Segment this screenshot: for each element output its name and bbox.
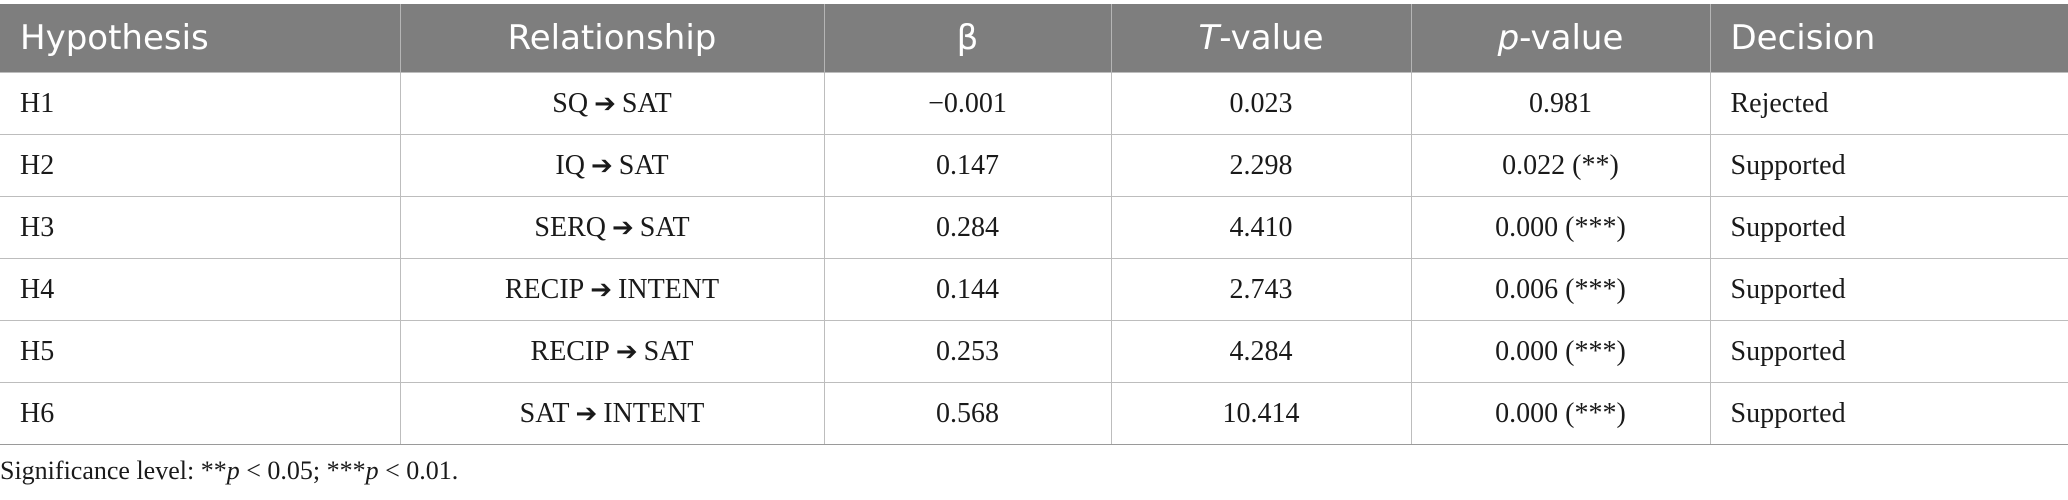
relationship-from: IQ	[555, 149, 585, 181]
cell-decision: Supported	[1709, 196, 2068, 259]
header-relationship: Relationship	[400, 4, 825, 73]
table-body: H1 SQ ➔ SAT −0.001 0.023 0.981 Rejected H2 IQ ➔ SAT…	[0, 72, 2068, 445]
cell-beta: 0.568	[823, 382, 1112, 445]
cell-decision: Supported	[1709, 258, 2068, 321]
cell-t-value: 2.298	[1110, 134, 1412, 197]
relationship-from: RECIP	[504, 273, 585, 305]
header-p-value: p-value	[1411, 4, 1711, 73]
relationship-to: SAT	[643, 335, 694, 367]
note-mid: < 0.05; ***	[239, 456, 366, 485]
header-decision: Decision	[1710, 4, 2068, 73]
relationship-to: SAT	[618, 149, 669, 181]
cell-hypothesis: H1	[0, 72, 401, 135]
relationship-from: SERQ	[534, 211, 606, 243]
relationship-to: SAT	[621, 87, 672, 119]
cell-relationship: SQ ➔ SAT	[399, 72, 825, 135]
cell-relationship: SERQ ➔ SAT	[399, 196, 825, 259]
relationship-to: INTENT	[618, 273, 720, 305]
table-header-row: Hypothesis Relationship β T-value p-valu…	[0, 4, 2068, 73]
cell-hypothesis: H2	[0, 134, 401, 197]
arrow-icon: ➔	[590, 274, 613, 305]
header-beta: β	[824, 4, 1112, 73]
cell-hypothesis: H4	[0, 258, 401, 321]
arrow-icon: ➔	[590, 150, 613, 181]
table-row: H1 SQ ➔ SAT −0.001 0.023 0.981 Rejected	[0, 72, 2068, 135]
cell-relationship: SAT ➔ INTENT	[399, 382, 825, 445]
cell-relationship: RECIP ➔ SAT	[399, 320, 825, 383]
header-p-italic: p	[1497, 18, 1520, 58]
cell-decision: Rejected	[1709, 72, 2068, 135]
cell-relationship: IQ ➔ SAT	[399, 134, 825, 197]
cell-p-value: 0.000 (***)	[1410, 320, 1711, 383]
relationship-from: SQ	[552, 87, 589, 119]
significance-note: Significance level: **p < 0.05; ***p < 0…	[0, 456, 458, 486]
cell-t-value: 10.414	[1110, 382, 1412, 445]
header-hypothesis: Hypothesis	[0, 4, 401, 73]
cell-decision: Supported	[1709, 134, 2068, 197]
cell-t-value: 0.023	[1110, 72, 1412, 135]
cell-p-value: 0.000 (***)	[1410, 382, 1711, 445]
cell-p-value: 0.000 (***)	[1410, 196, 1711, 259]
cell-relationship: RECIP ➔ INTENT	[399, 258, 825, 321]
cell-t-value: 2.743	[1110, 258, 1412, 321]
cell-hypothesis: H5	[0, 320, 401, 383]
arrow-icon: ➔	[611, 212, 634, 243]
arrow-icon: ➔	[615, 336, 638, 367]
note-suffix: < 0.01.	[378, 456, 459, 485]
cell-hypothesis: H3	[0, 196, 401, 259]
arrow-icon: ➔	[594, 88, 616, 119]
cell-beta: 0.147	[823, 134, 1112, 197]
note-prefix: Significance level: **	[0, 456, 227, 485]
table-row: H4 RECIP ➔ INTENT 0.144 2.743 0.006 (***) Suppo…	[0, 258, 2068, 321]
table-row: H3 SERQ ➔ SAT 0.284 4.410 0.000 (***) Supported	[0, 196, 2068, 259]
cell-p-value: 0.006 (***)	[1410, 258, 1711, 321]
cell-beta: −0.001	[823, 72, 1112, 135]
table-row: H2 IQ ➔ SAT 0.147 2.298 0.022 (**) Supported	[0, 134, 2068, 197]
relationship-from: SAT	[519, 397, 570, 429]
arrow-icon: ➔	[575, 398, 598, 429]
cell-decision: Supported	[1709, 382, 2068, 445]
cell-decision: Supported	[1709, 320, 2068, 383]
hypothesis-results-table: Hypothesis Relationship β T-value p-valu…	[0, 4, 2068, 445]
cell-beta: 0.284	[823, 196, 1112, 259]
note-p2: p	[365, 456, 379, 485]
cell-beta: 0.253	[823, 320, 1112, 383]
results-table-container: Hypothesis Relationship β T-value p-valu…	[0, 4, 2068, 445]
cell-p-value: 0.981	[1410, 72, 1711, 135]
cell-p-value: 0.022 (**)	[1410, 134, 1711, 197]
header-t-italic: T	[1198, 18, 1220, 58]
table-row: H6 SAT ➔ INTENT 0.568 10.414 0.000 (***) Suppor…	[0, 382, 2068, 445]
header-t-rest: -value	[1219, 18, 1324, 58]
header-p-rest: -value	[1519, 18, 1624, 58]
relationship-to: INTENT	[603, 397, 705, 429]
relationship-to: SAT	[639, 211, 690, 243]
table-row: H5 RECIP ➔ SAT 0.253 4.284 0.000 (***) Supporte…	[0, 320, 2068, 383]
header-t-value: T-value	[1111, 4, 1412, 73]
cell-t-value: 4.284	[1110, 320, 1412, 383]
cell-t-value: 4.410	[1110, 196, 1412, 259]
cell-beta: 0.144	[823, 258, 1112, 321]
relationship-from: RECIP	[530, 335, 610, 367]
cell-hypothesis: H6	[0, 382, 401, 445]
note-p1: p	[226, 456, 240, 485]
